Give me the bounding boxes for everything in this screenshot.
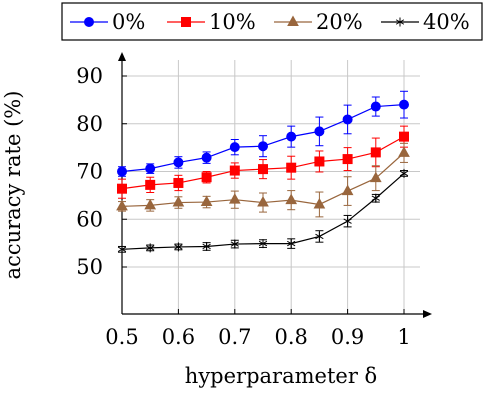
legend-box xyxy=(61,2,483,41)
data-point xyxy=(228,193,241,204)
data-point xyxy=(145,163,156,174)
data-point xyxy=(314,126,325,137)
tick-labels: 0.5 0.6 0.7 0.8 0.9 1 50 60 70 80 90 xyxy=(76,64,410,349)
legend-marker xyxy=(84,17,94,27)
legend: 0% 10% 20% 40% xyxy=(61,2,483,41)
data-point xyxy=(371,193,380,203)
x-tick-label: 0.6 xyxy=(162,325,195,349)
legend-label: 10% xyxy=(209,10,256,34)
legend-marker xyxy=(181,17,191,27)
legend-marker xyxy=(395,17,405,27)
x-axis-arrow xyxy=(423,310,432,318)
data-point xyxy=(117,183,127,194)
series-2 xyxy=(116,142,410,218)
x-tick-label: 0.5 xyxy=(105,325,138,349)
data-point xyxy=(258,164,268,175)
data-point xyxy=(172,196,185,207)
data-point xyxy=(258,239,268,249)
data-point xyxy=(257,196,269,207)
data-point xyxy=(229,142,240,153)
data-point xyxy=(341,184,354,196)
data-point xyxy=(286,162,297,173)
data-point xyxy=(399,99,409,110)
data-point xyxy=(173,157,184,168)
data-point xyxy=(174,242,183,252)
y-tick-label: 90 xyxy=(76,64,103,88)
data-point xyxy=(230,239,239,249)
data-point xyxy=(342,114,353,125)
data-point xyxy=(369,171,382,183)
series-1 xyxy=(117,125,409,199)
data-point xyxy=(286,131,297,142)
y-tick-label: 70 xyxy=(76,160,103,184)
data-point xyxy=(285,193,298,205)
plot-series xyxy=(116,90,410,254)
data-point xyxy=(145,179,156,190)
legend-label: 20% xyxy=(316,10,363,34)
legend-marker xyxy=(287,15,299,26)
x-tick-label: 0.9 xyxy=(331,325,364,349)
data-point xyxy=(229,165,240,176)
x-tick-label: 0.7 xyxy=(218,325,251,349)
data-point xyxy=(315,231,324,241)
data-point xyxy=(399,168,409,178)
data-point xyxy=(116,199,128,211)
data-point xyxy=(146,243,155,253)
series-0 xyxy=(117,90,409,177)
data-point xyxy=(117,166,127,177)
y-tick-label: 60 xyxy=(76,207,103,231)
y-axis-arrow xyxy=(118,52,126,61)
series-3 xyxy=(117,168,409,254)
data-point xyxy=(398,146,410,157)
data-point xyxy=(287,239,296,249)
legend-label: 40% xyxy=(423,10,470,34)
data-point xyxy=(202,241,211,251)
data-point xyxy=(201,152,212,163)
y-axis-label: accuracy rate (%) xyxy=(1,91,25,280)
x-tick-label: 0.8 xyxy=(274,325,307,349)
data-point xyxy=(144,198,157,210)
y-tick-label: 80 xyxy=(76,112,103,136)
data-point xyxy=(200,195,213,207)
x-tick-label: 1 xyxy=(397,325,410,349)
data-point xyxy=(258,141,268,152)
x-axis-label: hyperparameter δ xyxy=(185,364,377,388)
axes xyxy=(118,52,432,318)
data-point xyxy=(173,177,184,188)
data-point xyxy=(117,244,127,254)
data-point xyxy=(370,147,381,158)
data-point xyxy=(370,101,381,112)
legend-label: 0% xyxy=(112,10,145,34)
y-tick-label: 50 xyxy=(76,255,103,279)
data-point xyxy=(343,216,352,226)
data-point xyxy=(342,154,353,165)
data-point xyxy=(201,172,212,183)
data-point xyxy=(399,131,409,142)
data-point xyxy=(313,197,326,209)
data-point xyxy=(314,156,325,167)
